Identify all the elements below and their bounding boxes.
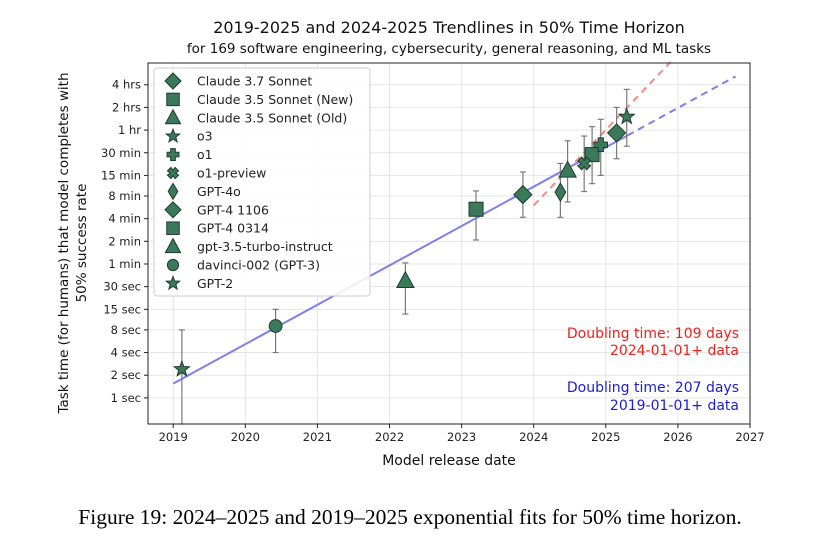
y-tick-label: 8 min [108,189,141,203]
x-tick-label: 2026 [663,430,692,444]
x-tick-label: 2027 [735,430,764,444]
legend: Claude 3.7 Sonnet Claude 3.5 Sonnet (New)… [164,72,353,291]
legend-label-gpt-4o: GPT-4o [197,184,241,199]
legend-label-claude-3-7-sonnet: Claude 3.7 Sonnet [197,74,312,89]
y-tick-label: 8 sec [111,323,141,337]
trendline-207-days-dashed [626,75,737,137]
y-axis-ticks: 1 sec 2 sec 4 sec 8 sec 15 sec 30 sec 1 min 2 m… [101,78,148,405]
point-gpt-4-0314 [468,201,484,217]
y-tick-label: 15 sec [103,302,141,316]
figure-caption: Figure 19: 2024–2025 and 2019–2025 expon… [78,505,741,529]
legend-label-o3: o3 [197,129,213,144]
legend-label-davinci-002-gpt-3: davinci-002 (GPT-3) [197,258,320,273]
legend-marker-gpt-4-0314 [166,221,180,235]
x-tick-label: 2019 [159,430,188,444]
y-tick-label: 4 min [108,212,141,226]
legend-marker-gpt-4-1106 [164,201,182,219]
point-davinci-002-gpt-3 [268,319,283,333]
legend-label-gpt-4-1106: GPT-4 1106 [197,202,269,217]
y-tick-label: 4 hrs [112,78,141,92]
chart-subtitle: for 169 software engineering, cybersecur… [187,41,711,57]
x-tick-label: 2022 [375,430,404,444]
legend-label-claude-3-5-sonnet-old: Claude 3.5 Sonnet (Old) [197,110,347,125]
y-tick-label: 4 sec [111,346,141,360]
legend-label-gpt-4-0314: GPT-4 0314 [197,221,269,236]
plot-frame [147,62,751,425]
legend-label-gpt-3-5-turbo-instruct: gpt-3.5-turbo-instruct [197,239,333,254]
y-tick-label: 2 hrs [112,100,141,114]
legend-marker-gpt-3-5-turbo-instruct [164,237,182,254]
x-axis-label: Model release date [382,453,516,469]
y-axis-label-line-2: 50% success rate [74,184,90,303]
point-gpt-2 [172,359,191,377]
point-claude-3-5-sonnet-new [584,147,600,163]
legend-marker-claude-3-5-sonnet-new [166,92,180,107]
annotation-109-days-line-1: Doubling time: 109 days [567,326,739,342]
legend-label-claude-3-5-sonnet-new: Claude 3.5 Sonnet (New) [197,92,353,107]
legend-marker-o1-preview [166,166,180,180]
y-tick-label: 30 sec [103,280,141,294]
y-tick-label: 1 sec [111,391,141,405]
x-tick-label: 2023 [447,430,476,444]
legend-box [153,67,371,297]
y-tick-label: 2 min [108,234,141,248]
y-tick-label: 15 min [101,168,141,182]
legend-label-gpt-2: GPT-2 [197,276,233,291]
legend-marker-o1 [166,148,180,162]
y-tick-label: 30 min [101,146,141,160]
y-tick-label: 1 min [108,257,141,271]
trendline-207-days-solid [172,134,628,385]
gridlines [148,63,751,424]
legend-marker-claude-3-7-sonnet [164,72,182,90]
annotation-207-days: Doubling time: 207 days 2019-01-01+ data [567,380,739,414]
trendlines [172,61,737,385]
data-points [172,107,636,377]
point-o1 [593,137,609,153]
point-gpt-4o [554,182,567,203]
legend-marker-claude-3-5-sonnet-old [164,108,182,125]
annotation-109-days-line-2: 2024-01-01+ data [610,343,739,359]
point-claude-3-7-sonnet [606,123,627,143]
y-tick-label: 2 sec [111,368,141,382]
legend-marker-o3 [164,127,182,144]
annotation-109-days: Doubling time: 109 days 2024-01-01+ data [567,326,739,359]
legend-marker-gpt-4o [167,182,179,201]
legend-marker-davinci-002-gpt-3 [166,258,180,272]
chart-title: 2019-2025 and 2024-2025 Trendlines in 50… [213,18,685,37]
annotation-207-days-line-2: 2019-01-01+ data [610,398,739,414]
point-gpt-4-1106 [513,184,533,205]
legend-label-o1-preview: o1-preview [197,166,266,181]
y-axis-label-line-1: Task time (for humans) that model comple… [56,72,72,414]
annotation-207-days-line-1: Doubling time: 207 days [567,380,739,396]
x-tick-label: 2021 [303,430,332,444]
x-axis-ticks: 2019 2020 2021 2022 2023 2024 2025 2026 2027 [159,424,765,444]
point-o1-preview [577,156,592,171]
point-claude-3-5-sonnet-old [558,160,577,178]
x-tick-label: 2024 [519,430,548,444]
point-gpt-3-5-turbo-instruct [395,270,415,288]
point-o3 [617,107,636,125]
x-tick-label: 2020 [231,430,260,444]
legend-label-o1: o1 [197,147,213,162]
y-tick-label: 1 hr [118,123,141,137]
x-tick-label: 2025 [591,430,620,444]
legend-marker-gpt-2 [164,274,182,291]
trendline-109-days [532,61,672,207]
